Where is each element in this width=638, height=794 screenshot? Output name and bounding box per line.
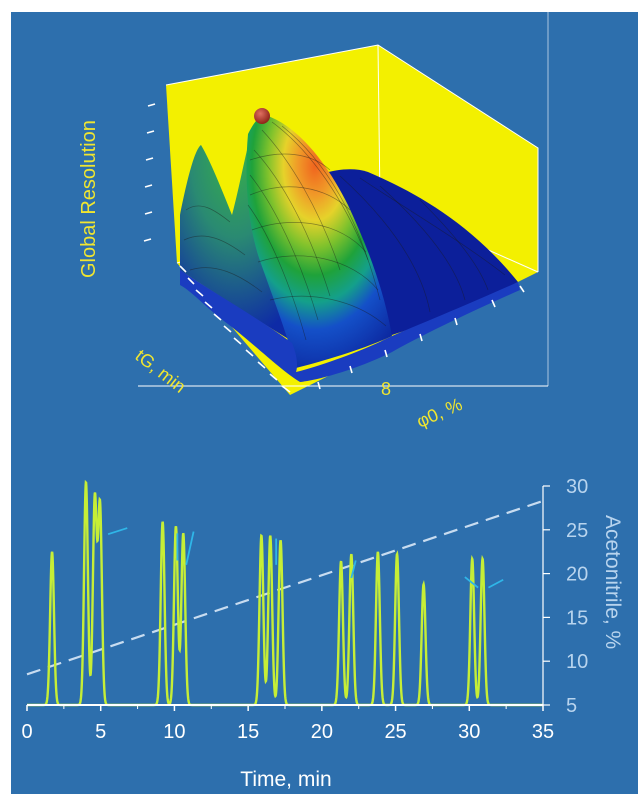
x-tick-label: 5 [95,721,106,743]
surface-main-peak [246,115,392,368]
y-right-tick-label: 5 [566,695,577,717]
y-right-tick-label: 15 [566,607,588,629]
peak-pair-marker-6 [464,576,479,589]
z-axis-ticks [143,103,156,242]
gradient-line [26,499,544,676]
x-tick-label: 10 [163,721,185,743]
x-tick-label: 15 [237,721,259,743]
x-tick-label: 25 [384,721,406,743]
y-right-tick-label: 10 [566,651,588,673]
surface-front [180,270,520,382]
y-right-axis-label: Acetonitrile, % [601,515,624,649]
peak-pair-marker-5 [350,560,357,579]
z-axis-label: Global Resolution [78,120,100,278]
peak-pair-marker-1 [107,527,128,536]
y-right-tick-label: 20 [566,564,588,586]
y-right-tick-label: 30 [566,476,588,498]
surface-mesh [183,121,506,341]
optimum-marker [254,108,270,124]
y-right-tick-label: 25 [566,520,588,542]
peak-pair-marker-7 [488,578,504,589]
chromatogram-signal [27,479,543,707]
peak-pair-marker-3 [185,531,195,566]
chromatogram-layer: 0 5 10 15 20 25 30 35 5 10 15 20 25 30 [21,476,588,743]
x-axis-label: Time, min [240,768,331,791]
tg-axis-ticks [179,265,291,393]
x-tick-label: 30 [458,721,480,743]
x-tick-label: 0 [21,721,32,743]
phi-axis-tick-label: 8 [381,379,391,399]
x-tick-label: 35 [532,721,554,743]
x-tick-label: 20 [311,721,333,743]
